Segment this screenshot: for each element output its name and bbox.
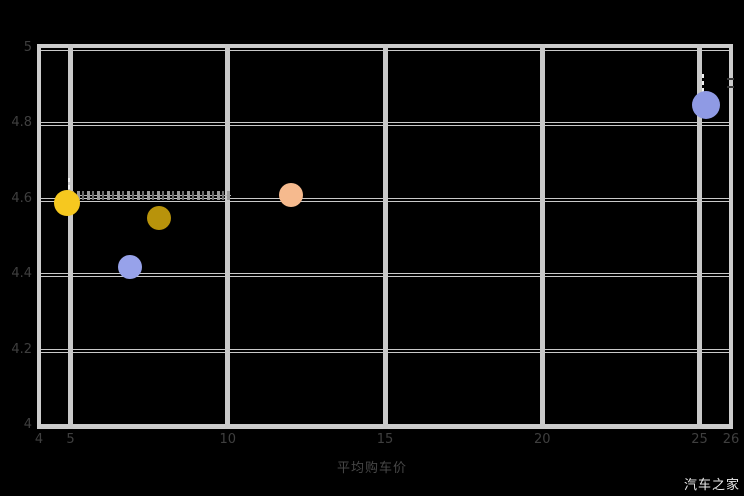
- bubble-dark-gold[interactable]: [146, 205, 171, 230]
- y-tick-label: 5: [23, 40, 32, 55]
- y-tick-label: 4.4: [11, 266, 32, 282]
- edge-tick: [727, 78, 734, 81]
- x-tick-label: 4: [34, 432, 44, 447]
- watermark-autohome: 汽车之家: [683, 478, 740, 493]
- edge-tick: [727, 85, 734, 88]
- x-gridline-10: [225, 44, 231, 429]
- bubble-blue[interactable]: [118, 254, 143, 279]
- annotation-leader-line: [67, 191, 231, 201]
- y-tick-label: 4.2: [11, 341, 32, 357]
- x-tick-label: 20: [533, 432, 551, 447]
- y-tick-label: 4: [23, 417, 32, 432]
- y-tick-label: 4.8: [11, 115, 32, 131]
- x-gridline-5: [67, 44, 73, 429]
- x-tick-label: 10: [219, 432, 236, 447]
- bubble-yellow[interactable]: [54, 189, 81, 216]
- x-axis-title: 平均购车价: [336, 461, 407, 476]
- y-tick-label: 4.6: [11, 190, 32, 206]
- error-dash: [67, 178, 70, 197]
- x-tick-label: 26: [722, 432, 740, 447]
- x-tick-label: 25: [691, 432, 708, 447]
- bubble-peach[interactable]: [278, 183, 303, 208]
- x-gridline-25: [697, 44, 703, 429]
- error-dash: [702, 74, 705, 97]
- x-tick-label: 15: [376, 432, 394, 447]
- x-gridline-20: [539, 44, 545, 429]
- x-tick-label: 5: [66, 432, 75, 447]
- bubble-periwinkle[interactable]: [691, 90, 720, 119]
- x-gridline-15: [382, 44, 388, 429]
